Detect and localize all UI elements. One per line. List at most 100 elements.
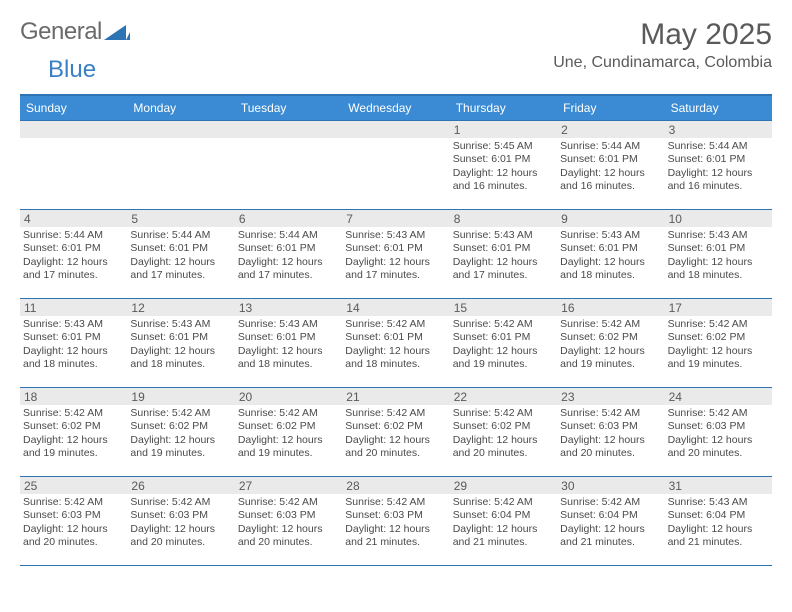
calendar-day-cell: 1Sunrise: 5:45 AMSunset: 6:01 PMDaylight… [450,121,557,209]
day-details: Sunrise: 5:43 AMSunset: 6:04 PMDaylight:… [665,494,772,554]
day-details: Sunrise: 5:42 AMSunset: 6:04 PMDaylight:… [557,494,664,554]
sunrise-text: Sunrise: 5:44 AM [130,229,231,242]
sunset-text: Sunset: 6:01 PM [238,242,339,255]
day-number: 1 [450,121,557,138]
daylight-text: Daylight: 12 hours and 18 minutes. [238,345,339,372]
calendar-day-cell: 12Sunrise: 5:43 AMSunset: 6:01 PMDayligh… [127,299,234,387]
calendar-day-cell: 7Sunrise: 5:43 AMSunset: 6:01 PMDaylight… [342,210,449,298]
day-details: Sunrise: 5:42 AMSunset: 6:02 PMDaylight:… [665,316,772,376]
day-number: 22 [450,388,557,405]
day-number: 6 [235,210,342,227]
calendar-day-cell: 14Sunrise: 5:42 AMSunset: 6:01 PMDayligh… [342,299,449,387]
sunset-text: Sunset: 6:02 PM [668,331,769,344]
sunrise-text: Sunrise: 5:42 AM [560,407,661,420]
day-details: Sunrise: 5:43 AMSunset: 6:01 PMDaylight:… [235,316,342,376]
day-details: Sunrise: 5:42 AMSunset: 6:02 PMDaylight:… [20,405,127,465]
sunrise-text: Sunrise: 5:42 AM [668,407,769,420]
calendar-day-cell: 31Sunrise: 5:43 AMSunset: 6:04 PMDayligh… [665,477,772,565]
calendar-week-row: 11Sunrise: 5:43 AMSunset: 6:01 PMDayligh… [20,298,772,387]
sunset-text: Sunset: 6:01 PM [453,153,554,166]
sunset-text: Sunset: 6:03 PM [668,420,769,433]
sunset-text: Sunset: 6:03 PM [130,509,231,522]
calendar-day-cell: 2Sunrise: 5:44 AMSunset: 6:01 PMDaylight… [557,121,664,209]
daylight-text: Daylight: 12 hours and 20 minutes. [23,523,124,550]
sunrise-text: Sunrise: 5:42 AM [453,407,554,420]
day-number: 17 [665,299,772,316]
day-number: 18 [20,388,127,405]
sunrise-text: Sunrise: 5:43 AM [238,318,339,331]
daylight-text: Daylight: 12 hours and 21 minutes. [453,523,554,550]
calendar-grid: SundayMondayTuesdayWednesdayThursdayFrid… [20,94,772,566]
calendar-day-cell: 30Sunrise: 5:42 AMSunset: 6:04 PMDayligh… [557,477,664,565]
day-number: 26 [127,477,234,494]
sunset-text: Sunset: 6:01 PM [560,153,661,166]
day-number: 30 [557,477,664,494]
daylight-text: Daylight: 12 hours and 18 minutes. [668,256,769,283]
calendar-day-cell [235,121,342,209]
sunset-text: Sunset: 6:02 PM [560,331,661,344]
calendar-day-cell: 27Sunrise: 5:42 AMSunset: 6:03 PMDayligh… [235,477,342,565]
day-details: Sunrise: 5:43 AMSunset: 6:01 PMDaylight:… [665,227,772,287]
daylight-text: Daylight: 12 hours and 19 minutes. [453,345,554,372]
day-of-week-label: Thursday [450,96,557,120]
day-of-week-header: SundayMondayTuesdayWednesdayThursdayFrid… [20,96,772,120]
calendar-day-cell: 18Sunrise: 5:42 AMSunset: 6:02 PMDayligh… [20,388,127,476]
day-number: 31 [665,477,772,494]
daylight-text: Daylight: 12 hours and 17 minutes. [23,256,124,283]
sunset-text: Sunset: 6:02 PM [453,420,554,433]
daylight-text: Daylight: 12 hours and 16 minutes. [560,167,661,194]
day-number: 27 [235,477,342,494]
day-details: Sunrise: 5:42 AMSunset: 6:01 PMDaylight:… [342,316,449,376]
sunrise-text: Sunrise: 5:42 AM [130,407,231,420]
sunset-text: Sunset: 6:01 PM [345,242,446,255]
day-details: Sunrise: 5:44 AMSunset: 6:01 PMDaylight:… [127,227,234,287]
sunrise-text: Sunrise: 5:42 AM [345,496,446,509]
calendar-day-cell: 9Sunrise: 5:43 AMSunset: 6:01 PMDaylight… [557,210,664,298]
day-number: 9 [557,210,664,227]
daylight-text: Daylight: 12 hours and 16 minutes. [668,167,769,194]
day-number [342,121,449,138]
brand-word2: Blue [48,56,96,83]
day-details: Sunrise: 5:42 AMSunset: 6:03 PMDaylight:… [127,494,234,554]
calendar-day-cell: 10Sunrise: 5:43 AMSunset: 6:01 PMDayligh… [665,210,772,298]
day-details: Sunrise: 5:44 AMSunset: 6:01 PMDaylight:… [665,138,772,198]
day-number: 7 [342,210,449,227]
day-number [235,121,342,138]
day-details: Sunrise: 5:42 AMSunset: 6:02 PMDaylight:… [557,316,664,376]
calendar-day-cell: 11Sunrise: 5:43 AMSunset: 6:01 PMDayligh… [20,299,127,387]
daylight-text: Daylight: 12 hours and 18 minutes. [560,256,661,283]
sunrise-text: Sunrise: 5:44 AM [668,140,769,153]
daylight-text: Daylight: 12 hours and 20 minutes. [345,434,446,461]
day-details: Sunrise: 5:42 AMSunset: 6:03 PMDaylight:… [342,494,449,554]
sunset-text: Sunset: 6:01 PM [668,242,769,255]
sunrise-text: Sunrise: 5:42 AM [23,407,124,420]
calendar-day-cell: 13Sunrise: 5:43 AMSunset: 6:01 PMDayligh… [235,299,342,387]
sunrise-text: Sunrise: 5:43 AM [23,318,124,331]
day-details: Sunrise: 5:42 AMSunset: 6:02 PMDaylight:… [235,405,342,465]
sunrise-text: Sunrise: 5:42 AM [345,318,446,331]
day-details: Sunrise: 5:42 AMSunset: 6:02 PMDaylight:… [450,405,557,465]
day-details: Sunrise: 5:43 AMSunset: 6:01 PMDaylight:… [557,227,664,287]
sunrise-text: Sunrise: 5:43 AM [668,496,769,509]
sunset-text: Sunset: 6:02 PM [238,420,339,433]
calendar-day-cell: 5Sunrise: 5:44 AMSunset: 6:01 PMDaylight… [127,210,234,298]
sunset-text: Sunset: 6:01 PM [130,331,231,344]
sunrise-text: Sunrise: 5:42 AM [238,496,339,509]
day-details: Sunrise: 5:42 AMSunset: 6:02 PMDaylight:… [342,405,449,465]
day-details: Sunrise: 5:43 AMSunset: 6:01 PMDaylight:… [127,316,234,376]
sunrise-text: Sunrise: 5:44 AM [23,229,124,242]
sunset-text: Sunset: 6:02 PM [345,420,446,433]
day-number [20,121,127,138]
day-number: 11 [20,299,127,316]
sunset-text: Sunset: 6:03 PM [238,509,339,522]
day-details: Sunrise: 5:42 AMSunset: 6:03 PMDaylight:… [235,494,342,554]
sunset-text: Sunset: 6:03 PM [23,509,124,522]
sunrise-text: Sunrise: 5:44 AM [560,140,661,153]
sunset-text: Sunset: 6:01 PM [23,331,124,344]
sunrise-text: Sunrise: 5:44 AM [238,229,339,242]
calendar-week-row: 18Sunrise: 5:42 AMSunset: 6:02 PMDayligh… [20,387,772,476]
brand-triangle-icon [104,23,130,41]
sunrise-text: Sunrise: 5:43 AM [668,229,769,242]
daylight-text: Daylight: 12 hours and 18 minutes. [345,345,446,372]
day-number: 19 [127,388,234,405]
